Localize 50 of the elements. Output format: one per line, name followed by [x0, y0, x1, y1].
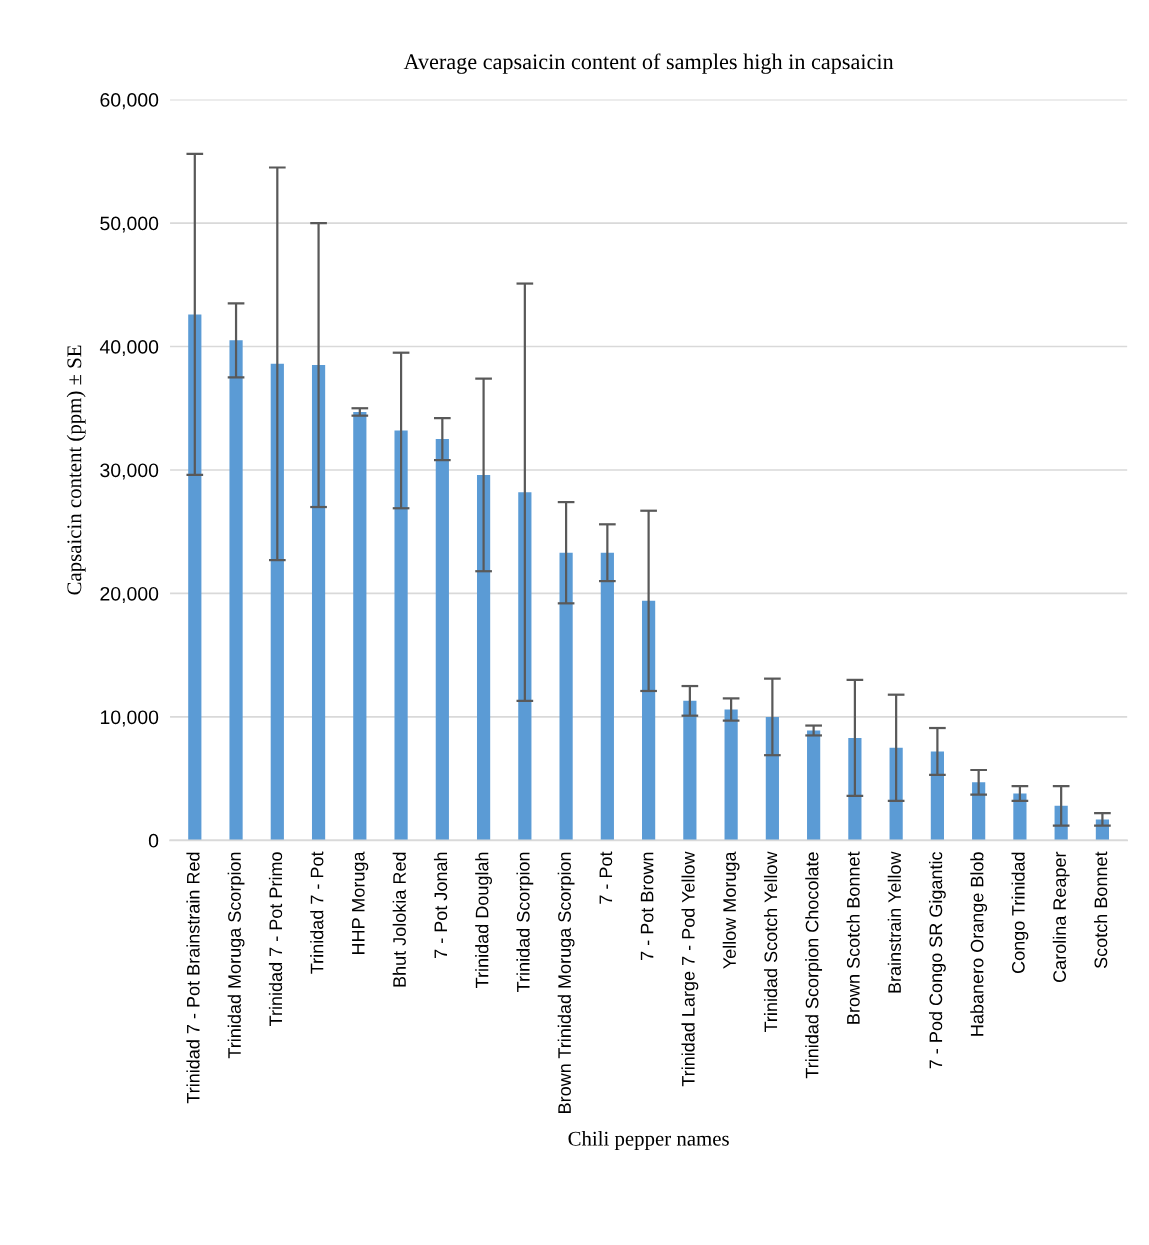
x-tick-label: Trinidad 7 - Pot [310, 851, 324, 974]
x-tick-label: Brainstrain Yellow [887, 851, 901, 993]
bar [724, 709, 738, 841]
y-tick-label: 40,000 [99, 339, 159, 357]
x-tick-label: 7 - Pot [599, 851, 613, 904]
x-tick-label: Habanero Orange Blob [970, 852, 988, 1036]
bar [394, 430, 408, 841]
x-tick-label: 7 - Pot Brown [640, 852, 654, 960]
x-tick-label: Bhut Jolokia Red [392, 852, 406, 987]
y-tick-label: 20,000 [100, 586, 159, 603]
x-axis-title: Chili pepper names [568, 1131, 729, 1150]
x-tick-label: Brown Scotch Bonnet [846, 851, 860, 1024]
y-axis-title: Capsaicin content (ppm) ± SE [66, 345, 86, 595]
x-tick-label: Trinidad 7 - Pot Primo [268, 852, 283, 1026]
x-tick-label: Brown Trinidad Moruga Scorpion [557, 852, 575, 1113]
bar [972, 782, 986, 841]
bar [229, 340, 243, 841]
bar [600, 552, 614, 841]
x-tick-label: HHP Moruga [352, 851, 369, 955]
y-tick-label: 60,000 [100, 93, 159, 110]
bar [683, 700, 697, 841]
x-tick-label: Congo Trinidad [1011, 852, 1029, 974]
bar [765, 716, 779, 841]
x-tick-label: Trinidad Moruga Scorpion [227, 852, 245, 1059]
bar [188, 314, 202, 841]
chart-title: Average capsaicin content of samples high in capsaicin [403, 53, 894, 74]
bar [311, 365, 326, 841]
bar [270, 363, 284, 841]
x-tick-label: Trinidad Large 7 - Pod Yellow [681, 851, 699, 1087]
x-tick-label: Trinidad 7 - Pot Brainstrain Red [186, 852, 200, 1104]
y-tick-label: 10,000 [100, 710, 159, 727]
x-tick-label: Yellow Moruga [722, 851, 740, 969]
x-tick-label: Trinidad Scorpion [516, 852, 534, 992]
bar [1013, 793, 1027, 841]
x-tick-label: Trinidad Scotch Yellow [763, 851, 778, 1033]
y-tick-label: 50,000 [100, 216, 159, 233]
bar [807, 730, 821, 841]
y-tick-label: 0 [148, 833, 159, 848]
bar [353, 411, 367, 841]
x-tick-label: 7 - Pod Congo SR Gigantic [928, 851, 946, 1069]
bar [930, 751, 944, 841]
bar [476, 474, 491, 841]
x-tick-label: Carolina Reaper [1052, 851, 1070, 983]
x-tick-label: Trinidad Scorpion Chocolate [805, 852, 823, 1079]
x-tick-label: Scotch Bonnet [1094, 851, 1108, 969]
x-tick-label: 7 - Pot Jonah [433, 852, 448, 958]
x-tick-label: Trinidad Douglah [475, 852, 493, 988]
bar [435, 439, 449, 841]
bar [559, 552, 573, 841]
y-tick-label: 30,000 [100, 463, 159, 480]
